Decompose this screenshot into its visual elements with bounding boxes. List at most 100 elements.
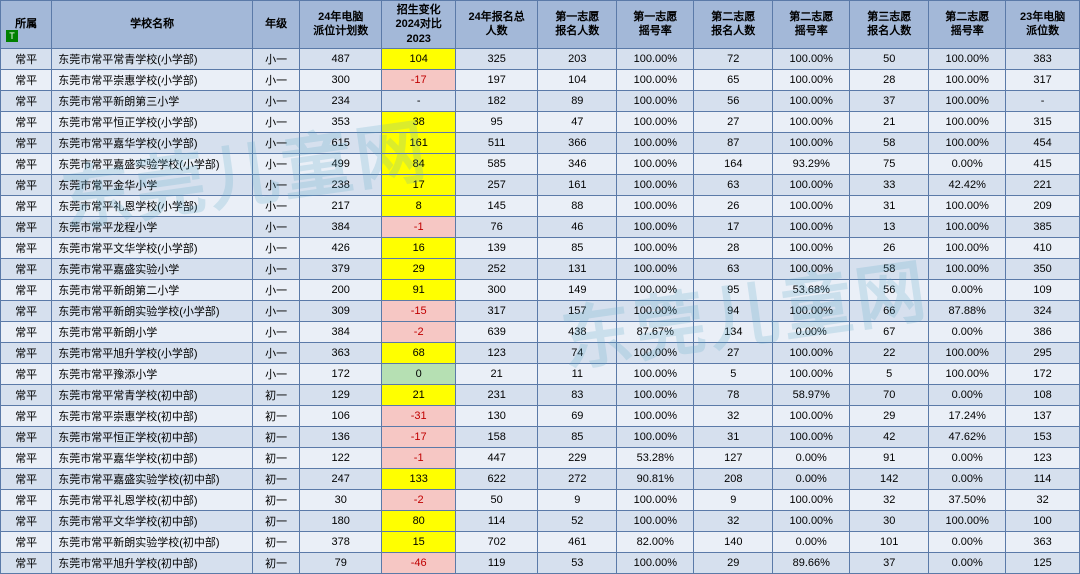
cell-c6: 346	[538, 153, 617, 174]
cell-c5: 325	[456, 48, 538, 69]
cell-c8: 9	[694, 489, 773, 510]
cell-c9: 100.00%	[773, 195, 850, 216]
cell-c12: 410	[1006, 237, 1080, 258]
cell-c3: 247	[300, 468, 382, 489]
cell-c9: 0.00%	[773, 447, 850, 468]
cell-c2: 小一	[253, 237, 300, 258]
cell-c0: 常平	[1, 552, 52, 573]
cell-c11: 100.00%	[929, 510, 1006, 531]
cell-c2: 初一	[253, 405, 300, 426]
cell-c5: 123	[456, 342, 538, 363]
cell-c3: 217	[300, 195, 382, 216]
cell-c7: 100.00%	[617, 132, 694, 153]
cell-c6: 272	[538, 468, 617, 489]
cell-c9: 100.00%	[773, 237, 850, 258]
cell-c5: 622	[456, 468, 538, 489]
cell-c2: 小一	[253, 300, 300, 321]
cell-c6: 83	[538, 384, 617, 405]
cell-c5: 76	[456, 216, 538, 237]
cell-c8: 127	[694, 447, 773, 468]
cell-c11: 0.00%	[929, 153, 1006, 174]
cell-c3: 309	[300, 300, 382, 321]
cell-c12: 123	[1006, 447, 1080, 468]
cell-c2: 小一	[253, 174, 300, 195]
cell-c7: 100.00%	[617, 258, 694, 279]
cell-c3: 426	[300, 237, 382, 258]
cell-c1: 东莞市常平嘉华学校(小学部)	[52, 132, 253, 153]
cell-c3: 79	[300, 552, 382, 573]
table-row: 常平东莞市常平新朗实验学校(小学部)小一309-15317157100.00%9…	[1, 300, 1080, 321]
cell-c12: 386	[1006, 321, 1080, 342]
cell-c1: 东莞市常平新朗实验学校(小学部)	[52, 300, 253, 321]
cell-c0: 常平	[1, 90, 52, 111]
cell-c11: 0.00%	[929, 279, 1006, 300]
cell-c9: 100.00%	[773, 258, 850, 279]
cell-c8: 26	[694, 195, 773, 216]
cell-c10: 91	[850, 447, 929, 468]
cell-c0: 常平	[1, 258, 52, 279]
cell-c3: 136	[300, 426, 382, 447]
cell-c11: 100.00%	[929, 111, 1006, 132]
cell-c6: 85	[538, 237, 617, 258]
cell-c10: 67	[850, 321, 929, 342]
cell-c7: 100.00%	[617, 69, 694, 90]
table-row: 常平东莞市常平嘉盛实验学校(初中部)初一24713362227290.81%20…	[1, 468, 1080, 489]
cell-c12: 209	[1006, 195, 1080, 216]
cell-c1: 东莞市常平崇惠学校(小学部)	[52, 69, 253, 90]
cell-c5: 639	[456, 321, 538, 342]
cell-c6: 149	[538, 279, 617, 300]
cell-c12: 317	[1006, 69, 1080, 90]
cell-c9: 100.00%	[773, 426, 850, 447]
cell-c11: 100.00%	[929, 195, 1006, 216]
cell-c0: 常平	[1, 363, 52, 384]
table-row: 常平东莞市常平龙程小学小一384-17646100.00%17100.00%13…	[1, 216, 1080, 237]
cell-c1: 东莞市常平常青学校(小学部)	[52, 48, 253, 69]
cell-c4: 161	[382, 132, 456, 153]
cell-c1: 东莞市常平嘉盛实验学校(初中部)	[52, 468, 253, 489]
cell-c6: 85	[538, 426, 617, 447]
cell-c2: 小一	[253, 258, 300, 279]
cell-c8: 27	[694, 111, 773, 132]
cell-c5: 300	[456, 279, 538, 300]
cell-c11: 100.00%	[929, 258, 1006, 279]
cell-c11: 17.24%	[929, 405, 1006, 426]
cell-c7: 82.00%	[617, 531, 694, 552]
cell-c11: 100.00%	[929, 342, 1006, 363]
table-row: 常平东莞市常平文华学校(小学部)小一4261613985100.00%28100…	[1, 237, 1080, 258]
cell-c5: 257	[456, 174, 538, 195]
cell-c2: 初一	[253, 510, 300, 531]
table-row: 常平东莞市常平恒正学校(初中部)初一136-1715885100.00%3110…	[1, 426, 1080, 447]
table-row: 常平东莞市常平崇惠学校(小学部)小一300-17197104100.00%651…	[1, 69, 1080, 90]
cell-c6: 203	[538, 48, 617, 69]
cell-c4: 133	[382, 468, 456, 489]
cell-c0: 常平	[1, 489, 52, 510]
cell-c8: 164	[694, 153, 773, 174]
cell-c5: 447	[456, 447, 538, 468]
cell-c0: 常平	[1, 216, 52, 237]
cell-c11: 100.00%	[929, 363, 1006, 384]
table-container: T 东莞儿童网 东莞儿童网 所属学校名称年级24年电脑派位计划数招生变化2024…	[0, 0, 1080, 574]
cell-c6: 161	[538, 174, 617, 195]
cell-c0: 常平	[1, 111, 52, 132]
cell-c2: 小一	[253, 90, 300, 111]
cell-c3: 615	[300, 132, 382, 153]
cell-c9: 53.68%	[773, 279, 850, 300]
cell-c11: 0.00%	[929, 321, 1006, 342]
cell-c5: 145	[456, 195, 538, 216]
col-c2: 年级	[253, 1, 300, 49]
cell-c0: 常平	[1, 132, 52, 153]
cell-c12: 114	[1006, 468, 1080, 489]
cell-c3: 384	[300, 321, 382, 342]
cell-c11: 37.50%	[929, 489, 1006, 510]
cell-c9: 89.66%	[773, 552, 850, 573]
cell-c0: 常平	[1, 48, 52, 69]
table-row: 常平东莞市常平恒正学校(小学部)小一353389547100.00%27100.…	[1, 111, 1080, 132]
cell-c6: 52	[538, 510, 617, 531]
cell-c10: 58	[850, 258, 929, 279]
cell-c12: 100	[1006, 510, 1080, 531]
cell-c11: 100.00%	[929, 48, 1006, 69]
cell-c4: -1	[382, 447, 456, 468]
cell-c8: 5	[694, 363, 773, 384]
cell-c1: 东莞市常平恒正学校(初中部)	[52, 426, 253, 447]
cell-c8: 63	[694, 258, 773, 279]
